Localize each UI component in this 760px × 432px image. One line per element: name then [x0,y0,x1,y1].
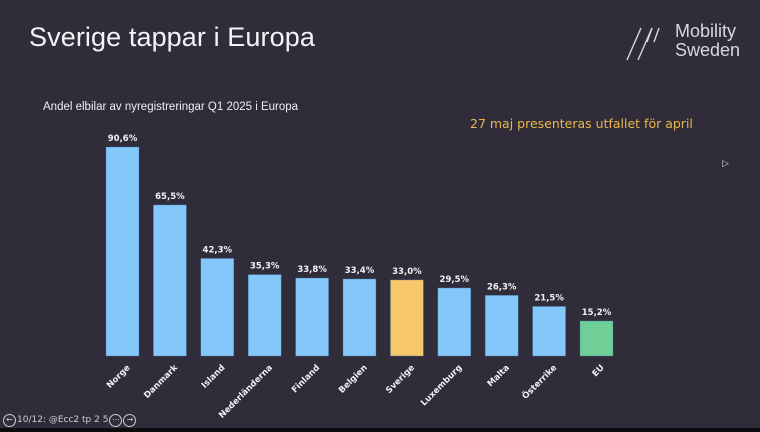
logo-slashes-icon [626,27,660,61]
bar-luxemburg [437,287,472,357]
next-slide-button[interactable]: → [123,413,137,427]
category-label: Belgien [337,363,370,396]
bottom-edge [0,428,760,432]
chart-title: Andel elbilar av nyregistreringar Q1 202… [43,101,299,113]
previous-slide-button[interactable]: ← [3,413,16,427]
announcement-note: 27 maj presenteras utfallet för april [470,116,693,131]
logo-line-2: Sweden [675,40,741,60]
data-label: 65,5% [155,192,185,202]
bar-eu [579,320,614,357]
data-label: 90,6% [108,134,138,144]
category-label: Luxemburg [419,363,464,408]
category-label: Sverige [384,363,417,396]
nav-text: 10/12: @Ecc2 tp 2 5 [17,415,109,425]
category-label: Norge [105,363,133,391]
category-label: EU [591,363,607,379]
bar-norge [105,146,140,357]
more-options-button[interactable]: ⋯ [109,413,123,427]
category-label: Malta [486,363,512,389]
slide-navigation: ← 10/12: @Ecc2 tp 2 5 ⋯ → [3,413,137,427]
data-label: 21,5% [534,293,564,303]
mobility-sweden-logo: Mobility Sweden [625,22,755,64]
data-label: 26,3% [487,282,517,292]
bar-danmark [153,204,187,357]
logo-line-1: Mobility [675,21,737,41]
bar-belgien [342,278,377,357]
category-label: Österrike [520,362,559,401]
category-label: Danmark [142,363,180,401]
data-label: 35,3% [250,262,280,272]
mouse-cursor-icon: ▷ [722,158,729,168]
bar-nederländerna [247,274,282,357]
slide-title: Sverige tappar i Europa [29,22,315,52]
data-label: 33,0% [392,267,422,277]
data-label: 33,4% [345,266,375,276]
data-label: 15,2% [582,308,612,318]
bar-malta [484,295,519,357]
bar-finland [295,277,329,357]
category-label: Finland [290,363,322,395]
bar-island [200,258,235,357]
data-label: 33,8% [297,265,327,275]
data-label: 42,3% [203,245,233,255]
category-label: Island [200,363,228,391]
bar-sverige [390,279,424,357]
bar-österrike [532,306,566,357]
data-label: 29,5% [440,275,470,285]
